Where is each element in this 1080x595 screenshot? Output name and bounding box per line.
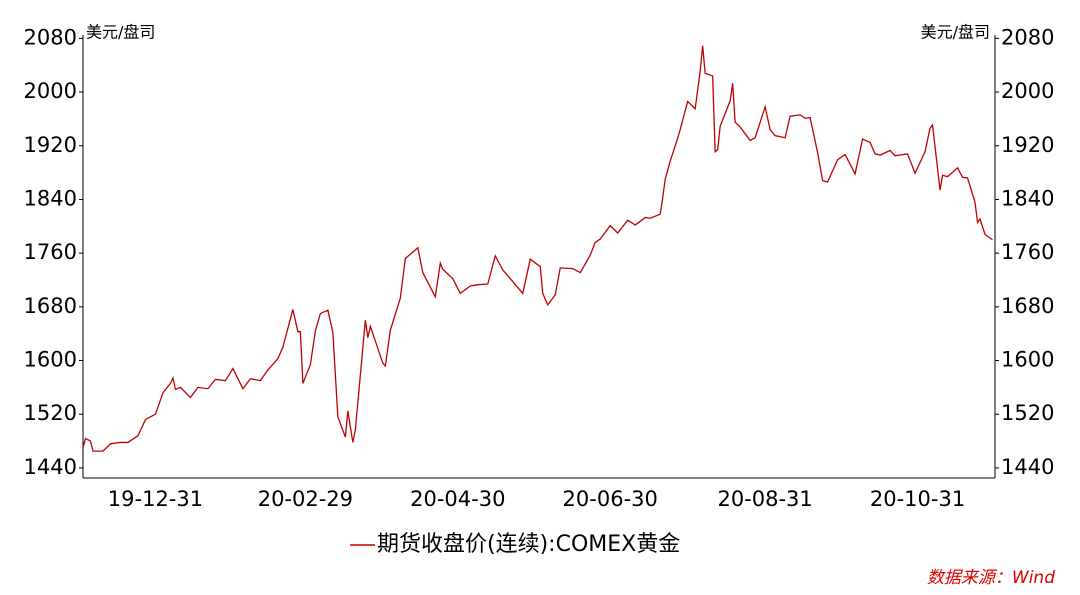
y2-tick-label: 1600 <box>1001 348 1054 372</box>
y-axis-label: 美元/盘司 <box>86 23 155 42</box>
y-tick-label: 1600 <box>24 348 77 372</box>
y2-axis-label: 美元/盘司 <box>921 23 990 42</box>
y2-tick-label: 1440 <box>1001 455 1054 479</box>
y-tick-label: 1520 <box>24 401 77 425</box>
y-tick-label: 1440 <box>24 455 77 479</box>
y2-tick-label: 1920 <box>1001 133 1054 157</box>
y-tick-label: 1840 <box>24 186 77 210</box>
y2-tick-label: 1760 <box>1001 240 1054 264</box>
x-tick-label: 20-02-29 <box>258 487 353 511</box>
y2-tick-label: 1840 <box>1001 186 1054 210</box>
source-note: 数据来源：Wind <box>927 568 1055 588</box>
y-tick-label: 1760 <box>24 240 77 264</box>
y-tick-label: 1680 <box>24 294 77 318</box>
x-tick-label: 20-08-31 <box>717 487 812 511</box>
y2-tick-label: 2000 <box>1001 79 1054 103</box>
y2-tick-label: 1680 <box>1001 294 1054 318</box>
x-tick-label: 20-04-30 <box>410 487 505 511</box>
y2-tick-label: 1520 <box>1001 401 1054 425</box>
series-line <box>82 45 993 452</box>
x-tick-label: 19-12-31 <box>108 487 203 511</box>
legend-label: 期货收盘价(连续):COMEX黄金 <box>377 532 680 557</box>
x-tick-label: 20-10-31 <box>870 487 965 511</box>
y-tick-label: 1920 <box>24 133 77 157</box>
y2-tick-label: 2080 <box>1001 25 1054 49</box>
y-tick-label: 2080 <box>24 25 77 49</box>
x-tick-label: 20-06-30 <box>563 487 658 511</box>
y-tick-label: 2000 <box>24 79 77 103</box>
